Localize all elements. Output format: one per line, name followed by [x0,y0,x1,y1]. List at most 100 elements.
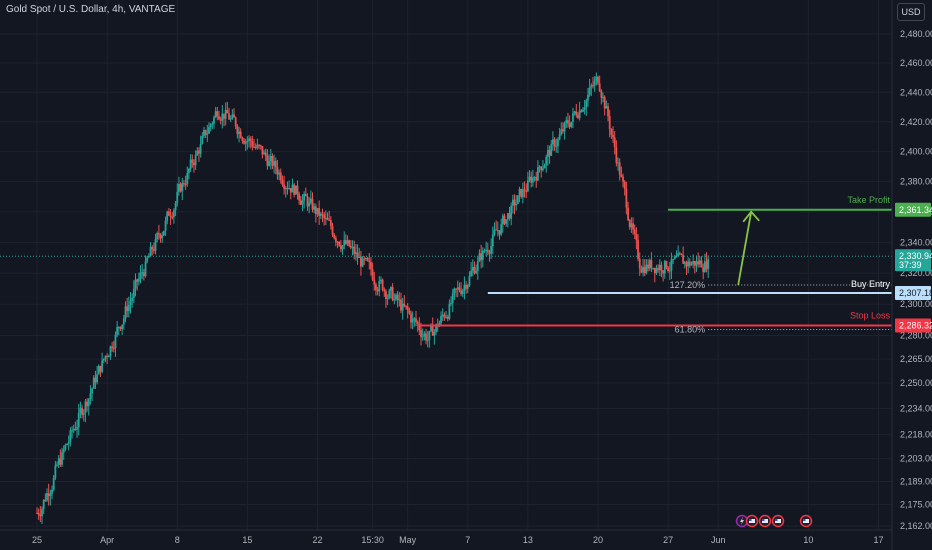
candle-body [142,272,145,277]
candle-body [665,261,668,268]
candle-body [168,211,170,216]
candle-body [426,339,429,341]
candle-body [101,360,104,372]
candle-body [572,113,574,122]
candle-body [199,143,202,154]
candle-body [198,150,200,154]
candle-body [76,427,78,430]
candle-body [413,318,416,320]
candle-body [628,220,631,228]
candle-body [501,215,504,225]
time-tick-label: 22 [312,535,322,545]
currency-button[interactable]: USD [897,3,925,21]
time-tick-label: Apr [100,535,114,545]
candle-body [533,176,536,178]
candle-body [86,401,88,406]
candle-body [61,452,63,465]
candle-body [633,229,636,234]
candle-body [578,110,581,118]
candle-body [368,260,371,263]
candle-body [87,398,90,406]
candle-body [493,229,496,235]
current-price-tag[interactable] [895,249,931,272]
candle-body [448,303,451,319]
candle-body [333,234,336,239]
candle-body [221,113,224,121]
candle-body [401,303,404,311]
candle-body [428,331,431,340]
economic-events[interactable] [735,514,813,528]
candle-body [445,316,447,318]
candle-body [299,200,302,205]
stop-loss-price-tag[interactable] [895,318,931,333]
candle-body [314,206,317,215]
flag-canton [775,519,778,521]
candle-body [323,214,326,219]
candle-body [209,124,212,128]
candle-body [106,355,109,357]
flag-glyph [762,519,768,523]
price-tick-label: 2,234.00 [900,404,932,414]
candle-body [194,155,197,166]
candle-body [637,240,639,259]
candle-body [293,184,296,195]
candle-body [515,203,518,206]
candle-body [171,217,174,219]
candle-body [526,180,529,192]
candle-body [632,223,634,230]
candle-body [597,76,599,84]
candle-body [535,176,538,181]
candle-body [166,211,169,221]
candle-body [695,261,698,266]
candle-body [370,262,372,270]
candle-body [174,203,177,211]
candle-body [580,110,583,112]
candle-body [610,129,613,135]
candle-body [162,230,165,236]
candle-body [603,96,606,109]
candle-body [593,81,596,86]
candle-body [430,324,432,332]
candle-body [288,188,291,190]
candle-body [677,253,680,257]
candle-body [692,260,695,265]
candle-body [443,314,446,318]
candle-body [590,85,593,88]
time-tick-label: May [399,535,417,545]
time-axis[interactable]: 25 Apr 8 15 22 15:30 May 7 13 20 27 Jun 10 17 [0,529,892,545]
candle-body [543,165,546,169]
candle-body [324,217,327,219]
buy-entry-price-tag[interactable] [895,285,931,300]
candle-body [552,139,554,145]
candle-body [456,287,459,289]
candle-body [538,166,541,168]
price-axis[interactable]: 2,480.00 2,460.00 2,440.00 2,420.00 2,400.00… [891,0,932,550]
candle-body [37,512,40,515]
candle-body [254,147,257,149]
candle-body [652,267,654,269]
candle-body [613,137,616,148]
candle-body [228,113,230,120]
candle-body [585,100,588,108]
candle-body [408,310,411,314]
trade-levels: Take Profit Buy Entry 127.20% Stop Loss 61.8… [0,195,892,335]
candle-body [263,152,265,155]
flag-glyph [775,519,781,523]
candle-body [420,330,422,337]
candle-body [343,240,346,246]
candle-body [381,279,384,290]
candle-body [453,288,456,294]
candle-body [41,509,43,517]
take-profit-price-tag[interactable] [895,202,931,217]
candle-body [234,117,237,127]
candle-body [278,172,280,175]
candle-body [62,449,65,453]
candle-body [147,256,150,258]
candle-body [435,324,437,332]
candle-body [236,126,239,134]
candle-body [266,156,269,166]
candle-body [678,253,681,255]
candle-body [131,297,134,302]
candle-body [627,207,629,221]
